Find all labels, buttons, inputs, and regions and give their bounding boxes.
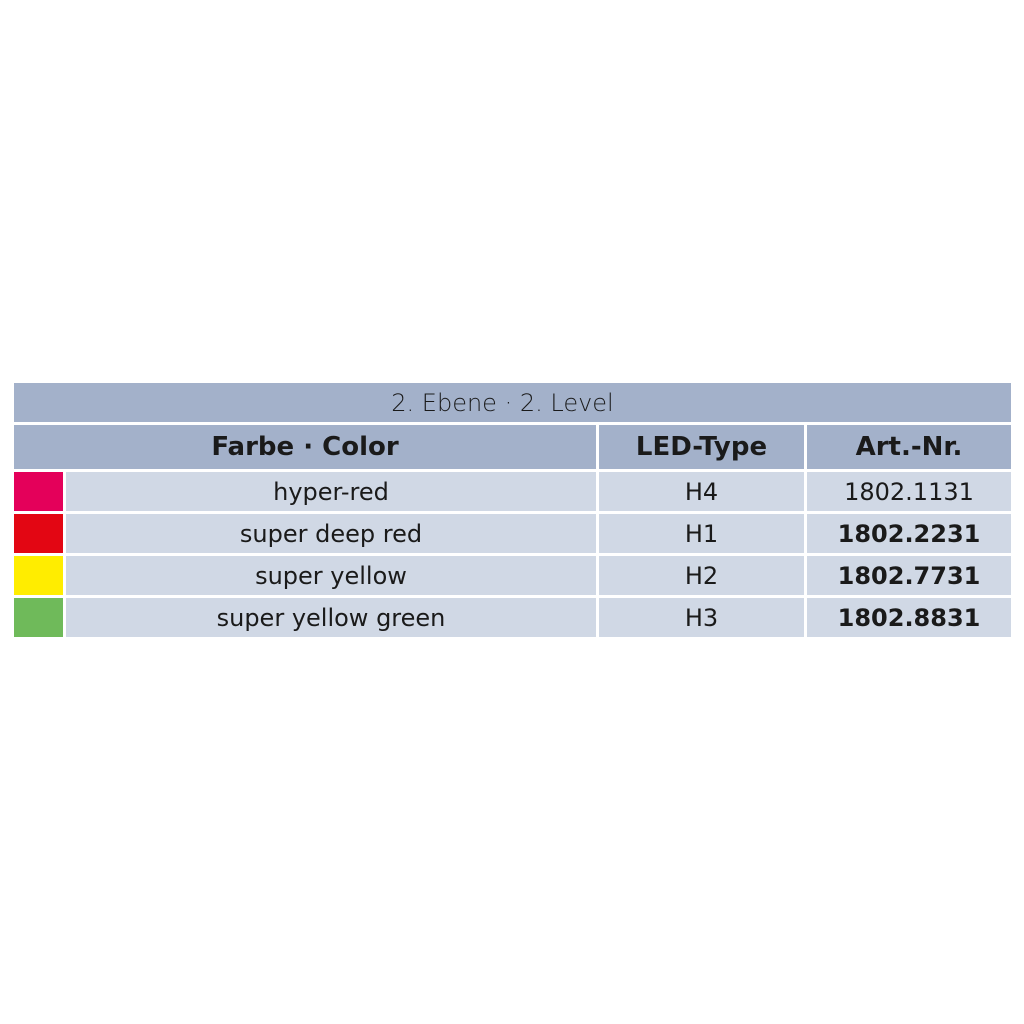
art-nr: 1802.8831 xyxy=(807,598,1011,637)
header-row: Farbe · Color LED-Type Art.-Nr. xyxy=(14,425,1011,469)
table-row: super deep red H1 1802.2231 xyxy=(14,514,1011,553)
art-nr: 1802.2231 xyxy=(807,514,1011,553)
color-name: super deep red xyxy=(66,514,596,553)
header-color: Farbe · Color xyxy=(14,425,596,469)
led-type: H3 xyxy=(599,598,804,637)
art-nr: 1802.1131 xyxy=(807,472,1011,511)
led-table: 2. Ebene · 2. Level Farbe · Color LED-Ty… xyxy=(14,383,1011,640)
color-swatch xyxy=(14,598,63,637)
color-swatch xyxy=(14,514,63,553)
led-type: H1 xyxy=(599,514,804,553)
table-title: 2. Ebene · 2. Level xyxy=(14,383,1011,422)
art-nr: 1802.7731 xyxy=(807,556,1011,595)
table-row: super yellow green H3 1802.8831 xyxy=(14,598,1011,637)
header-led-type: LED-Type xyxy=(599,425,804,469)
color-swatch xyxy=(14,472,63,511)
led-type: H2 xyxy=(599,556,804,595)
color-name: super yellow xyxy=(66,556,596,595)
table-row: super yellow H2 1802.7731 xyxy=(14,556,1011,595)
color-name: super yellow green xyxy=(66,598,596,637)
color-swatch xyxy=(14,556,63,595)
led-type: H4 xyxy=(599,472,804,511)
table-row: hyper-red H4 1802.1131 xyxy=(14,472,1011,511)
header-art-nr: Art.-Nr. xyxy=(807,425,1011,469)
color-name: hyper-red xyxy=(66,472,596,511)
